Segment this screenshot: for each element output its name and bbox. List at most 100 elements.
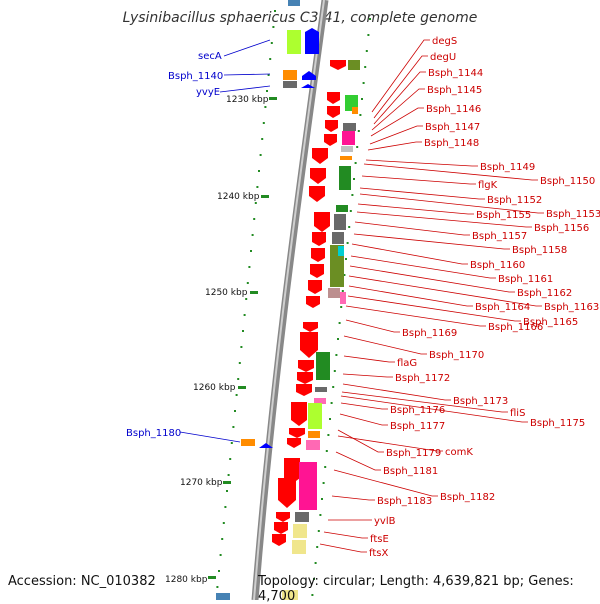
track-dot (357, 130, 360, 132)
track-dot (230, 442, 233, 444)
track-dot (270, 42, 273, 44)
gene-label: fliS (510, 408, 525, 419)
forward-gene-arrow (272, 534, 286, 546)
track-dot (324, 466, 327, 468)
outer-dot-track (216, 10, 276, 588)
feature-box (288, 0, 300, 6)
track-dot (267, 74, 270, 76)
gene-label: Bsph_1177 (390, 421, 445, 432)
track-dot (362, 82, 365, 84)
gene-label: Bsph_1150 (540, 176, 595, 187)
leader-line (223, 39, 271, 57)
track-dot (224, 506, 227, 508)
feature-box (292, 540, 306, 554)
track-dot (343, 274, 346, 276)
accession-text: Accession: NC_010382 (8, 574, 156, 589)
leader-line (340, 402, 388, 410)
left-label-group: secA Bsph_1140 yvyE Bsph_1180 (126, 51, 223, 439)
gene-label: Bsph_1158 (512, 245, 567, 256)
track-dot (354, 162, 357, 164)
forward-gene-arrow (327, 106, 340, 118)
feature-box (283, 70, 297, 80)
track-dot (311, 594, 314, 596)
gene-label: Bsph_1149 (480, 162, 535, 173)
gene-label: Bsph_1140 (168, 71, 223, 82)
leader-line (337, 429, 384, 453)
tick-group: 1230 kbp 1240 kbp 1250 kbp 1260 kbp 1270… (165, 95, 277, 585)
leader-line (335, 451, 381, 471)
track-dot (222, 522, 225, 524)
track-dot (248, 266, 251, 268)
track-dot (317, 530, 320, 532)
track-dot (327, 434, 330, 436)
leader-line (339, 413, 388, 426)
tick-mark (208, 576, 216, 579)
leader-line (348, 285, 473, 307)
tick-label: 1260 kbp (193, 383, 236, 393)
track-dot (237, 378, 240, 380)
leader-line (345, 319, 400, 333)
track-dot (341, 290, 344, 292)
leader-line (347, 295, 521, 322)
track-dot (367, 34, 370, 36)
leader-line (353, 233, 510, 250)
feature-box (340, 292, 346, 304)
track-dot (346, 242, 349, 244)
track-dot (329, 418, 331, 420)
track-dot (337, 338, 339, 340)
gene-label: Bsph_1162 (517, 288, 572, 299)
gene-label: comK (445, 447, 473, 458)
gene-label: Bsph_1182 (440, 492, 495, 503)
track-dot (243, 314, 246, 316)
leader-line (371, 88, 425, 131)
track-dot (338, 322, 341, 324)
forward-gene-arrow (314, 212, 330, 232)
gene-label: Bsph_1161 (498, 274, 553, 285)
leader-line (359, 193, 544, 214)
track-dot (316, 546, 319, 548)
gene-label: Bsph_1163 (544, 302, 599, 313)
forward-gene-arrow (324, 134, 337, 146)
gene-label: Bsph_1148 (424, 138, 479, 149)
gene-label: Bsph_1172 (395, 373, 450, 384)
tick-label: 1250 kbp (205, 288, 248, 298)
track-dot (349, 210, 352, 212)
leader-line (179, 431, 241, 443)
feature-box (352, 107, 358, 114)
forward-gene-arrow (310, 264, 324, 278)
track-dot (319, 514, 322, 516)
gene-label: Bsph_1144 (428, 68, 483, 79)
gene-label: degS (432, 36, 457, 47)
leader-line (351, 243, 468, 265)
tick-mark (261, 195, 269, 198)
forward-gene-arrow (327, 92, 340, 104)
track-dot (335, 354, 338, 356)
forward-gene-arrow (309, 186, 325, 202)
track-dot (330, 402, 333, 404)
track-dot (266, 90, 268, 92)
leader-line (354, 221, 470, 236)
gene-label: Bsph_1165 (523, 317, 578, 328)
track-dot (365, 50, 368, 52)
leader-line (357, 203, 474, 215)
track-dot (325, 450, 328, 452)
forward-strand-features (272, 60, 360, 600)
feature-box (338, 246, 344, 256)
feature-box (308, 403, 322, 429)
map-title: Lysinibacillus sphaericus C3-41, complet… (122, 10, 478, 26)
track-dot (251, 234, 254, 236)
feature-box (306, 440, 320, 450)
track-dot (218, 570, 220, 572)
gene-label: yvyE (196, 87, 220, 98)
gene-label: Bsph_1152 (487, 195, 542, 206)
leader-line (343, 335, 427, 355)
feature-box (287, 30, 301, 54)
feature-box (293, 524, 307, 538)
feature-box (282, 590, 298, 600)
leader-line (337, 435, 443, 452)
track-dot (250, 250, 252, 252)
tick-label: 1240 kbp (217, 192, 260, 202)
leader-line (367, 141, 422, 151)
leader-line (349, 265, 515, 293)
track-dot (364, 66, 367, 68)
